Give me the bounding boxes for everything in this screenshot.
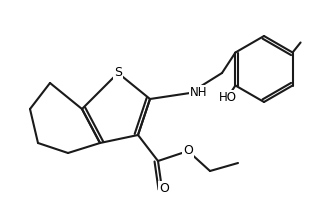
Text: S: S bbox=[114, 67, 122, 80]
Text: HO: HO bbox=[218, 91, 236, 104]
Text: NH: NH bbox=[190, 86, 208, 99]
Text: O: O bbox=[183, 145, 193, 158]
Text: O: O bbox=[159, 183, 169, 196]
